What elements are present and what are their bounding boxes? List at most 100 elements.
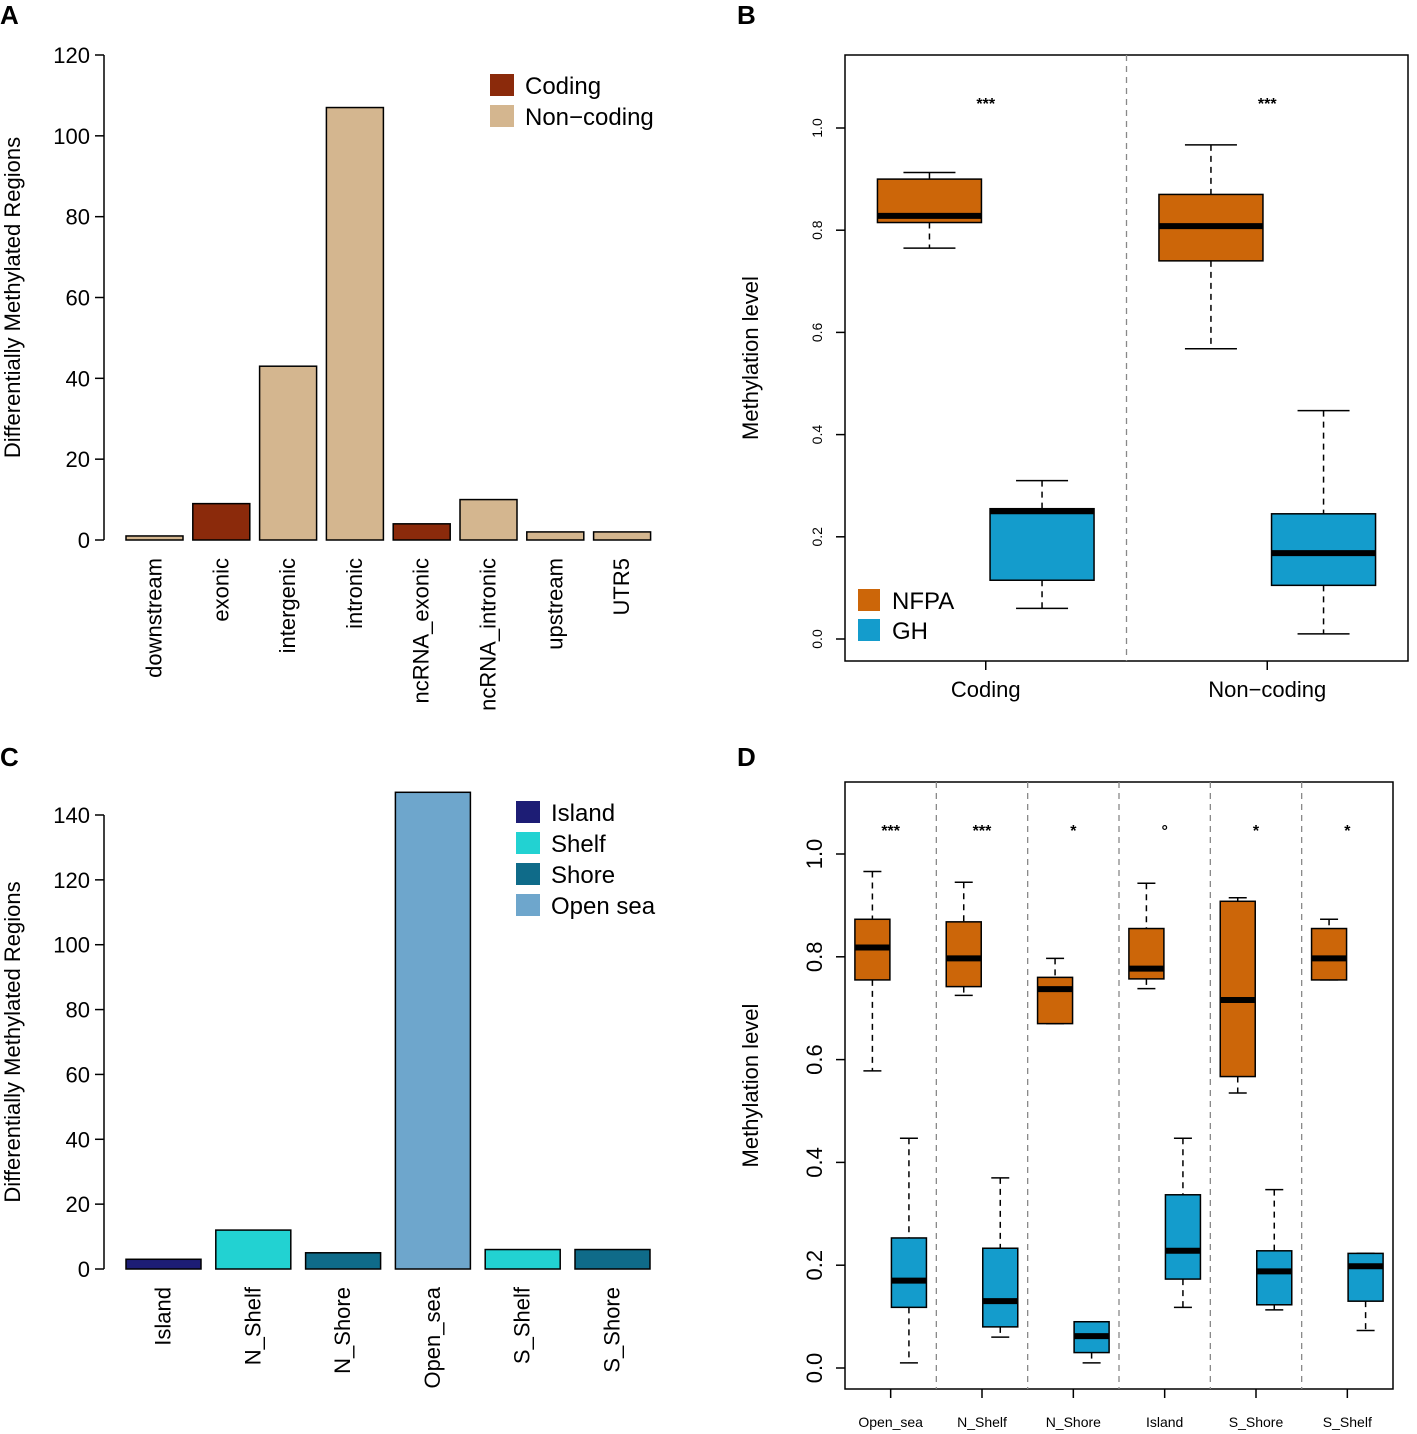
legend-label: Coding <box>525 73 601 100</box>
y-tick-label: 40 <box>66 366 90 391</box>
x-tick-label: UTR5 <box>609 558 634 615</box>
legend-swatch-Island <box>516 801 540 823</box>
x-tick-label: Non−coding <box>1208 677 1326 702</box>
significance-mark: ° <box>1161 823 1167 840</box>
bar-downstream <box>125 535 184 541</box>
bar-UTR5 <box>592 531 652 541</box>
y-tick-label: 0 <box>78 1257 90 1282</box>
legend-swatch-Shelf <box>516 832 540 854</box>
x-tick-label: N_Shelf <box>240 1286 265 1365</box>
significance-mark: * <box>1344 823 1351 840</box>
x-tick-label: S_Shore <box>600 1287 625 1373</box>
x-tick-label: Island <box>1146 1414 1183 1430</box>
panel-label-c: C <box>0 742 19 772</box>
significance-mark: *** <box>973 823 992 840</box>
bar-N_Shore <box>304 1252 382 1270</box>
x-tick-label: Open_sea <box>858 1414 923 1430</box>
x-tick-label: exonic <box>208 558 233 622</box>
legend-label: NFPA <box>892 588 954 615</box>
y-tick-label: 120 <box>53 868 90 893</box>
y-tick-label: 120 <box>53 43 90 68</box>
x-tick-label: intergenic <box>275 558 300 653</box>
x-tick-label: N_Shore <box>1046 1414 1101 1430</box>
y-tick-label: 80 <box>66 205 90 230</box>
legend-swatch-GH <box>858 619 880 641</box>
y-tick-label: 20 <box>66 1192 90 1217</box>
y-axis-title: Differentially Methylated Regions <box>0 137 25 458</box>
box-GH-N_Shelf <box>982 1247 1019 1328</box>
legend-label: GH <box>892 618 928 645</box>
legend-swatch-NFPA <box>858 589 880 611</box>
legend-swatch-Non−coding <box>490 105 514 127</box>
x-tick-label: ncRNA_intronic <box>476 558 501 711</box>
y-axis-title: Methylation level <box>738 1004 763 1168</box>
legend-label: Island <box>551 800 615 827</box>
y-tick-label: 20 <box>66 447 90 472</box>
significance-mark: *** <box>976 96 995 113</box>
box-GH-S_Shelf <box>1347 1252 1384 1302</box>
box-NFPA-N_Shore <box>1036 976 1074 1025</box>
bar-ncRNA_exonic <box>392 523 451 541</box>
box-NFPA-S_Shore <box>1219 900 1256 1078</box>
significance-mark: *** <box>881 823 900 840</box>
x-tick-label: Open_sea <box>420 1286 445 1388</box>
y-tick-label: 0 <box>78 528 90 553</box>
bar-intergenic <box>258 365 318 541</box>
y-tick-label: 100 <box>53 933 90 958</box>
y-tick-label: 0.6 <box>802 1044 827 1075</box>
x-tick-label: upstream <box>542 558 567 650</box>
y-tick-label: 60 <box>66 286 90 311</box>
bar-ncRNA_intronic <box>459 498 518 541</box>
bar-exonic <box>192 502 251 541</box>
box-NFPA-N_Shelf <box>945 921 982 988</box>
y-tick-label: 0.8 <box>809 220 825 240</box>
legend-label: Shelf <box>551 831 606 858</box>
y-tick-label: 0.0 <box>809 629 825 649</box>
y-tick-label: 140 <box>53 803 90 828</box>
bar-Open_sea <box>394 791 472 1270</box>
y-tick-label: 0.4 <box>802 1147 827 1178</box>
y-tick-label: 0.4 <box>809 425 825 445</box>
significance-mark: * <box>1070 823 1077 840</box>
x-tick-label: ncRNA_exonic <box>409 558 434 704</box>
y-axis-title: Methylation level <box>738 276 763 440</box>
y-tick-label: 80 <box>66 998 90 1023</box>
bar-intronic <box>325 106 385 541</box>
significance-mark: * <box>1253 823 1260 840</box>
panel-label-b: B <box>737 0 756 30</box>
panel-d-boxplot: 0.0 0.2 0.4 0.6 0.8 1.0 Methylation level Open_… <box>738 781 1394 1430</box>
bar-S_Shore <box>574 1248 651 1270</box>
bar-upstream <box>526 531 585 541</box>
y-tick-label: 1.0 <box>809 118 825 138</box>
y-tick-label: 60 <box>66 1062 90 1087</box>
x-tick-label: S_Shelf <box>1323 1414 1372 1430</box>
panel-c-bar-chart: 0 20 40 60 80 100 120 140 Differentially Methyla… <box>0 791 656 1389</box>
x-tick-label: Island <box>151 1287 176 1346</box>
panel-label-d: D <box>737 742 756 772</box>
y-tick-label: 0.8 <box>802 942 827 973</box>
x-tick-label: N_Shore <box>330 1287 355 1374</box>
bar-Island <box>125 1258 202 1270</box>
box-GH-Island <box>1164 1194 1202 1280</box>
significance-mark: *** <box>1258 96 1277 113</box>
y-tick-label: 1.0 <box>802 839 827 870</box>
y-tick-label: 0.0 <box>802 1353 827 1384</box>
legend-swatch-Open sea <box>516 894 540 916</box>
y-tick-label: 0.2 <box>809 527 825 547</box>
x-tick-label: S_Shelf <box>510 1286 535 1364</box>
panel-label-a: A <box>0 0 19 30</box>
y-tick-label: 0.6 <box>809 322 825 342</box>
panel-b-boxplot: 0.0 0.2 0.4 0.6 0.8 1.0 Methylation level Codin… <box>738 54 1409 702</box>
x-tick-label: Coding <box>951 677 1021 702</box>
x-tick-label: S_Shore <box>1229 1414 1284 1430</box>
x-tick-label: intronic <box>342 558 367 629</box>
y-tick-label: 100 <box>53 124 90 149</box>
x-tick-label: downstream <box>142 558 167 678</box>
box-GH-Open_sea <box>890 1237 928 1309</box>
legend-label: Shore <box>551 862 615 889</box>
box-NFPA-S_Shelf <box>1310 927 1348 981</box>
panel-a-bar-chart: 0 20 40 60 80 100 120 Differentially Methylated… <box>0 43 654 711</box>
legend-label: Non−coding <box>525 104 654 131</box>
box-GH-Non−coding <box>1270 513 1377 587</box>
